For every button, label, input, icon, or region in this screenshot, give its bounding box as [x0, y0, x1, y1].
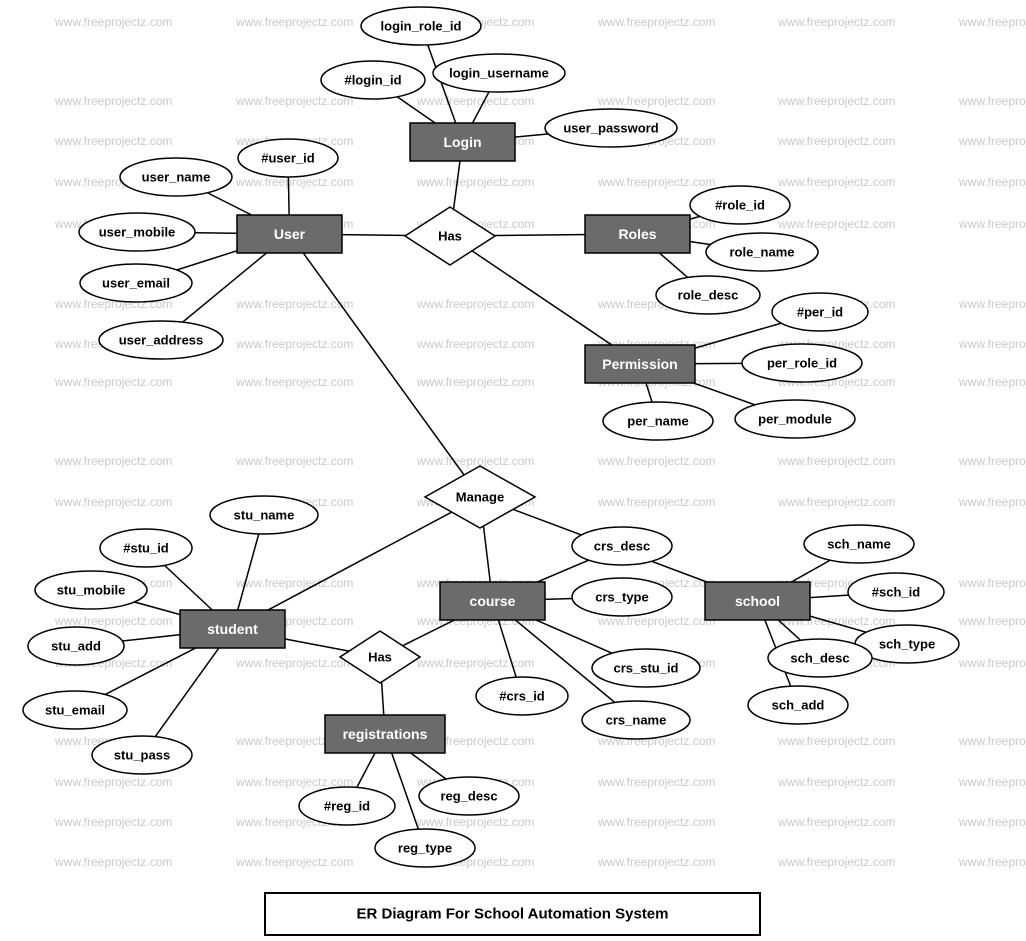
relationship-has1: Has: [405, 207, 495, 265]
svg-text:crs_name: crs_name: [606, 713, 667, 728]
svg-text:user_address: user_address: [119, 333, 204, 348]
attribute-user_password: user_password: [545, 109, 677, 147]
svg-text:#login_id: #login_id: [344, 73, 401, 88]
svg-text:ER Diagram For School Automati: ER Diagram For School Automation System: [357, 906, 669, 923]
svg-text:stu_add: stu_add: [51, 639, 101, 654]
svg-text:reg_desc: reg_desc: [440, 789, 497, 804]
svg-text:sch_name: sch_name: [827, 537, 891, 552]
attribute-role_name: role_name: [706, 233, 818, 271]
svg-text:user_name: user_name: [142, 170, 211, 185]
attribute-user_name: user_name: [120, 158, 232, 196]
svg-text:sch_desc: sch_desc: [790, 651, 849, 666]
svg-text:user_password: user_password: [563, 121, 658, 136]
svg-text:#crs_id: #crs_id: [499, 689, 545, 704]
attribute-crs_id: #crs_id: [476, 677, 568, 715]
attribute-login_username: login_username: [433, 54, 565, 92]
svg-text:sch_add: sch_add: [772, 698, 825, 713]
svg-text:school: school: [735, 593, 780, 609]
entity-user: User: [237, 215, 342, 253]
attribute-per_role_id: per_role_id: [742, 344, 862, 382]
entity-permission: Permission: [585, 345, 695, 383]
attribute-stu_mobile: stu_mobile: [35, 571, 147, 609]
svg-text:per_module: per_module: [758, 412, 832, 427]
attribute-crs_stu_id: crs_stu_id: [592, 649, 700, 687]
svg-text:per_role_id: per_role_id: [767, 356, 837, 371]
svg-text:login_username: login_username: [449, 66, 549, 81]
attribute-user_email: user_email: [80, 264, 192, 302]
svg-text:#sch_id: #sch_id: [872, 585, 920, 600]
svg-text:user_mobile: user_mobile: [99, 225, 176, 240]
svg-text:crs_type: crs_type: [595, 590, 648, 605]
svg-text:reg_type: reg_type: [398, 841, 452, 856]
svg-text:Has: Has: [438, 229, 462, 244]
svg-text:Roles: Roles: [618, 226, 656, 242]
attribute-user_id: #user_id: [238, 139, 338, 177]
attribute-stu_email: stu_email: [23, 691, 127, 729]
er-diagram: Login User Roles Permission course school stud…: [0, 0, 1026, 941]
svg-text:#role_id: #role_id: [715, 198, 765, 213]
svg-text:Login: Login: [443, 134, 481, 150]
svg-text:user_email: user_email: [102, 276, 170, 291]
svg-text:User: User: [274, 226, 306, 242]
relationship-has2: Has: [340, 631, 420, 683]
svg-text:Permission: Permission: [602, 356, 677, 372]
attribute-sch_desc: sch_desc: [768, 639, 872, 677]
diagram-title: ER Diagram For School Automation System: [265, 893, 760, 935]
attribute-per_name: per_name: [603, 402, 713, 440]
attribute-sch_id: #sch_id: [848, 573, 944, 611]
svg-text:per_name: per_name: [627, 414, 688, 429]
svg-text:Has: Has: [368, 650, 392, 665]
attribute-stu_add: stu_add: [28, 627, 124, 665]
svg-text:login_role_id: login_role_id: [381, 19, 462, 34]
entity-registrations: registrations: [325, 715, 445, 753]
entity-school: school: [705, 582, 810, 620]
attribute-per_id: #per_id: [772, 293, 868, 331]
svg-text:#per_id: #per_id: [797, 305, 843, 320]
attribute-stu_name: stu_name: [210, 496, 318, 534]
edge: [290, 234, 481, 497]
svg-text:student: student: [207, 621, 258, 637]
entity-student: student: [180, 610, 285, 648]
attribute-reg_type: reg_type: [375, 829, 475, 867]
svg-text:Manage: Manage: [456, 490, 504, 505]
attribute-role_desc: role_desc: [656, 276, 760, 314]
attribute-crs_name: crs_name: [582, 701, 690, 739]
svg-text:stu_mobile: stu_mobile: [57, 583, 126, 598]
attribute-user_mobile: user_mobile: [79, 213, 195, 251]
svg-text:stu_pass: stu_pass: [114, 748, 170, 763]
svg-text:registrations: registrations: [343, 726, 428, 742]
svg-text:#reg_id: #reg_id: [324, 799, 370, 814]
attribute-reg_desc: reg_desc: [419, 777, 519, 815]
svg-text:crs_desc: crs_desc: [594, 539, 650, 554]
attribute-sch_name: sch_name: [804, 525, 914, 563]
svg-text:#user_id: #user_id: [261, 151, 315, 166]
attribute-crs_desc: crs_desc: [572, 527, 672, 565]
svg-text:stu_name: stu_name: [234, 508, 295, 523]
attribute-per_module: per_module: [735, 400, 855, 438]
attribute-sch_add: sch_add: [748, 686, 848, 724]
attribute-login_id: #login_id: [321, 61, 425, 99]
attribute-crs_type: crs_type: [572, 578, 672, 616]
attribute-login_role_id: login_role_id: [361, 7, 481, 45]
svg-text:course: course: [470, 593, 516, 609]
attribute-role_id: #role_id: [690, 186, 790, 224]
svg-text:stu_email: stu_email: [45, 703, 105, 718]
entity-course: course: [440, 582, 545, 620]
entity-roles: Roles: [585, 215, 690, 253]
attribute-reg_id: #reg_id: [299, 787, 395, 825]
attribute-user_address: user_address: [99, 321, 223, 359]
attribute-stu_id: #stu_id: [100, 529, 192, 567]
svg-text:sch_type: sch_type: [879, 637, 935, 652]
svg-text:role_name: role_name: [729, 245, 794, 260]
svg-text:crs_stu_id: crs_stu_id: [613, 661, 678, 676]
svg-text:role_desc: role_desc: [678, 288, 739, 303]
entity-login: Login: [410, 123, 515, 161]
relationship-manage: Manage: [425, 466, 535, 528]
attribute-stu_pass: stu_pass: [92, 736, 192, 774]
svg-text:#stu_id: #stu_id: [123, 541, 169, 556]
